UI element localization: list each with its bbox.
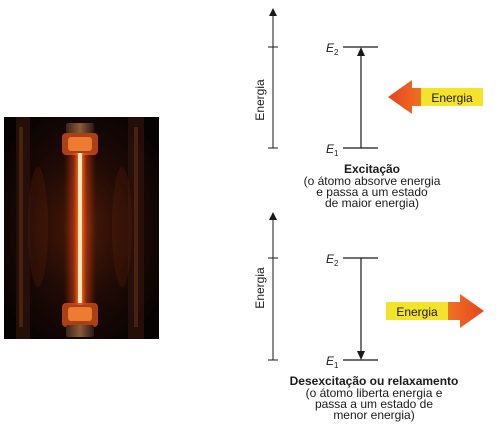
relaxation-caption-line: (o átomo liberta energia e — [305, 386, 443, 400]
relaxation-caption: Desexcitação ou relaxamento (o átomo lib… — [262, 374, 486, 422]
energy-out-label: Energia — [396, 305, 438, 319]
excitation-axis-arrowhead — [269, 8, 277, 16]
excitation-panel: Energia E2 E1 Energia — [253, 8, 483, 158]
energy-in-badge — [421, 88, 483, 106]
relaxation-axis-arrowhead — [269, 212, 277, 220]
excitation-caption-title: Excitação — [343, 162, 401, 176]
relaxation-caption-line: passa a um estado de — [314, 397, 434, 411]
excitation-caption-line: e passa a um estado — [316, 185, 428, 199]
excitation-caption-line: de maior energia) — [324, 196, 420, 210]
excitation-transition-arrowhead — [357, 47, 365, 56]
relaxation-label-e2: E2 — [326, 252, 339, 268]
relaxation-transition-arrowhead — [357, 351, 365, 360]
excitation-caption-line: (o átomo absorve energia — [303, 174, 441, 188]
relaxation-caption-line: menor energia) — [333, 408, 415, 422]
excitation-axis-label: Energia — [253, 79, 267, 121]
discharge-tube-image — [4, 117, 159, 339]
excitation-label-e1: E1 — [326, 142, 339, 158]
relaxation-caption-title: Desexcitação ou relaxamento — [289, 374, 459, 388]
discharge-tube-photo — [4, 117, 159, 339]
excitation-label-e2: E2 — [326, 41, 339, 57]
relaxation-panel: Energia E2 E1 Energia — [253, 212, 484, 370]
energy-in-label: Energia — [431, 91, 473, 105]
relaxation-label-e1: E1 — [326, 354, 339, 370]
relaxation-axis-label: Energia — [253, 267, 267, 309]
energy-out-badge — [386, 302, 448, 320]
excitation-caption: Excitação (o átomo absorve energia e pas… — [268, 162, 476, 210]
